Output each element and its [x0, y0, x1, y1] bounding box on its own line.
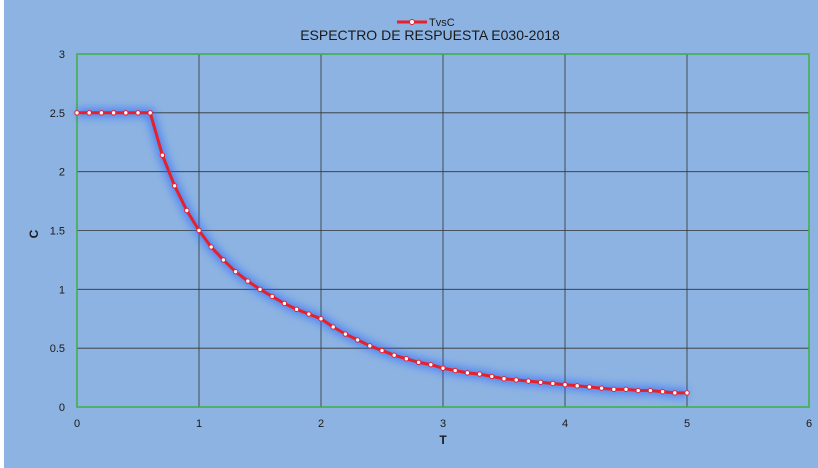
y-tick-label: 3 — [59, 49, 65, 61]
data-point — [123, 110, 129, 116]
legend-label: TvsC — [429, 17, 455, 29]
x-tick-label: 3 — [440, 418, 446, 430]
x-tick-label: 4 — [562, 418, 568, 430]
data-point — [245, 278, 251, 284]
data-point — [184, 207, 190, 214]
x-axis-ticks: 0 1 2 3 4 5 6 — [74, 418, 812, 430]
x-axis-label: T — [439, 433, 447, 447]
y-axis-ticks: 0 0.5 1 1.5 2 2.5 3 — [50, 49, 65, 414]
data-point — [391, 352, 397, 358]
data-point — [428, 361, 434, 368]
data-point — [86, 110, 92, 116]
data-point — [464, 370, 471, 376]
data-point — [501, 376, 507, 382]
data-point — [476, 371, 483, 377]
data-point — [367, 343, 373, 349]
data-point — [659, 389, 666, 395]
data-point — [562, 381, 568, 388]
y-tick-label: 1.5 — [50, 226, 65, 238]
data-point — [98, 110, 105, 116]
data-point — [403, 356, 410, 362]
y-tick-label: 0.5 — [50, 343, 65, 355]
data-point — [269, 293, 275, 300]
data-point — [293, 306, 300, 313]
data-point — [635, 387, 641, 394]
y-axis-label: C — [27, 229, 41, 238]
x-tick-label: 1 — [196, 418, 202, 430]
data-point — [318, 316, 324, 322]
y-tick-label: 0 — [59, 402, 65, 414]
x-tick-label: 5 — [684, 418, 690, 430]
chart-background — [4, 0, 818, 468]
data-point — [232, 268, 239, 275]
data-point — [147, 110, 153, 116]
data-point — [513, 377, 519, 383]
data-point — [647, 387, 654, 394]
data-point — [684, 390, 690, 396]
data-point — [330, 324, 336, 330]
legend: TvsC — [397, 17, 455, 29]
y-tick-label: 2.5 — [50, 108, 65, 120]
plot-area-border — [76, 53, 810, 408]
data-point — [171, 183, 178, 189]
data-point — [672, 390, 678, 396]
data-point — [208, 244, 214, 250]
data-point — [525, 378, 532, 384]
data-point — [257, 286, 263, 293]
data-point — [550, 380, 556, 387]
data-point — [586, 384, 593, 390]
data-point — [220, 257, 227, 263]
data-point — [135, 110, 141, 116]
x-tick-label: 0 — [74, 418, 80, 430]
series-tvsc — [74, 108, 690, 398]
data-point — [489, 373, 495, 380]
data-point — [415, 359, 422, 365]
data-point — [574, 383, 580, 389]
y-tick-label: 2 — [59, 167, 65, 179]
data-point — [74, 110, 80, 116]
data-point — [159, 152, 166, 158]
data-point — [598, 385, 605, 391]
data-point — [110, 110, 117, 116]
data-point — [379, 347, 385, 354]
chart-title: ESPECTRO DE RESPUESTA E030-2018 — [300, 27, 560, 43]
data-point — [196, 227, 202, 234]
data-point — [452, 367, 458, 374]
data-point — [281, 300, 288, 307]
legend-marker — [409, 19, 415, 25]
data-point — [623, 386, 629, 393]
x-tick-label: 6 — [806, 418, 812, 430]
data-point — [440, 365, 446, 371]
data-point — [306, 311, 312, 317]
y-tick-label: 1 — [59, 284, 65, 296]
x-tick-label: 2 — [318, 418, 324, 430]
data-point — [354, 337, 361, 343]
data-point — [611, 386, 617, 393]
data-point — [537, 379, 544, 385]
data-point — [342, 331, 349, 337]
